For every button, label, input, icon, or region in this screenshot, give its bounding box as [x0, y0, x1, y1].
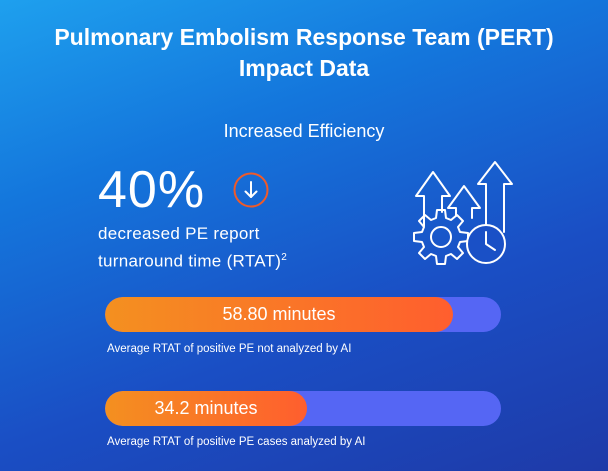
arrow-down-circle-icon: [233, 172, 269, 208]
rtat-bar-without-ai: 58.80 minutes: [105, 297, 501, 332]
title-line-1: Pulmonary Embolism Response Team (PERT): [54, 24, 554, 50]
title-line-2: Impact Data: [238, 55, 370, 81]
arrows-gear-clock-icon: [413, 161, 513, 265]
stat-description: decreased PE report turnaround time (RTA…: [98, 222, 287, 274]
rtat-bar-label-without-ai: 58.80 minutes: [222, 304, 336, 324]
stat-description-line-1: decreased PE report: [98, 224, 260, 243]
rtat-bar-fill-with-ai: [105, 391, 307, 426]
rtat-bar-fill-without-ai: [105, 297, 453, 332]
stat-value: 40%: [98, 161, 206, 219]
rtat-caption-with-ai: Average RTAT of positive PE cases analyz…: [107, 436, 366, 448]
rtat-caption-without-ai: Average RTAT of positive PE not analyzed…: [107, 343, 352, 355]
stat-description-line-2: turnaround time (RTAT)2: [98, 246, 287, 274]
rtat-bar-label-with-ai: 34.2 minutes: [154, 398, 258, 418]
section-subtitle: Increased Efficiency: [223, 121, 385, 141]
stat-description-text: turnaround time (RTAT): [98, 251, 282, 271]
page-title: Pulmonary Embolism Response Team (PERT) …: [0, 22, 608, 84]
rtat-bar-with-ai: 34.2 minutes: [105, 391, 501, 426]
footnote-marker: 2: [281, 252, 288, 263]
